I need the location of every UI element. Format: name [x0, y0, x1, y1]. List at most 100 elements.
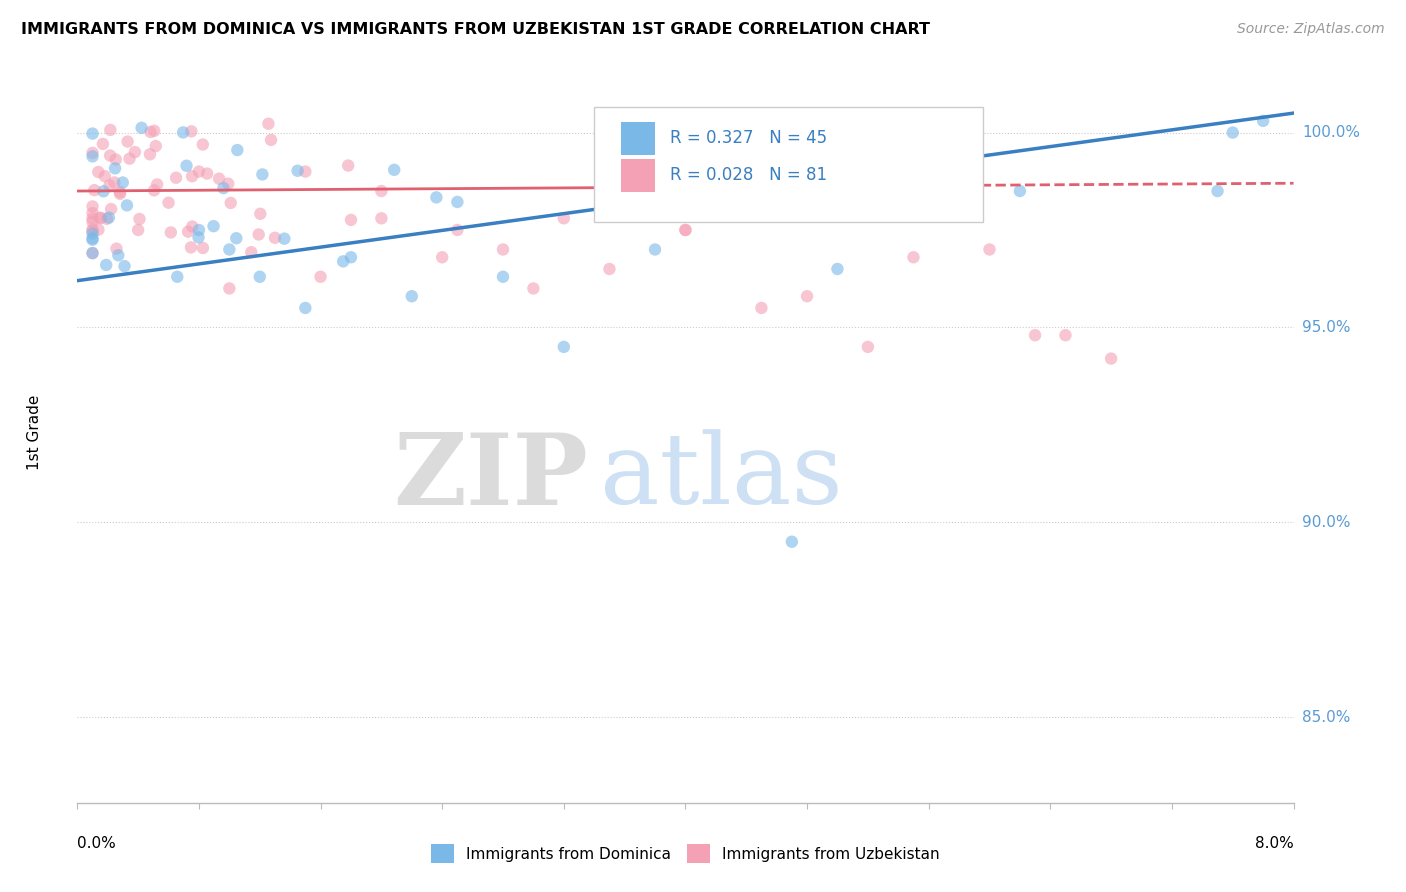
Point: [117, 135, 139, 149]
Text: atlas: atlas: [600, 429, 844, 524]
Point: [111, 176, 134, 190]
Point: [212, 181, 235, 195]
Point: [157, 195, 180, 210]
Point: [87, 165, 110, 179]
Point: [82, 233, 104, 247]
Point: [89, 211, 111, 225]
Point: [96, 211, 118, 226]
Point: [260, 133, 283, 147]
Point: [82, 224, 104, 238]
Point: [191, 241, 214, 255]
Text: ZIP: ZIP: [394, 428, 588, 525]
Point: [82, 227, 104, 241]
Point: [370, 184, 392, 198]
Point: [675, 223, 697, 237]
Point: [598, 262, 620, 277]
Point: [82, 231, 104, 245]
Point: [340, 250, 363, 264]
Point: [856, 340, 879, 354]
Point: [644, 243, 666, 257]
Point: [82, 222, 104, 236]
Point: [218, 281, 240, 295]
Point: [249, 207, 271, 221]
Point: [145, 139, 167, 153]
Legend: Immigrants from Dominica, Immigrants from Uzbekistan: Immigrants from Dominica, Immigrants fro…: [425, 838, 946, 869]
Point: [180, 240, 202, 254]
Point: [82, 211, 104, 226]
Point: [553, 340, 575, 354]
Text: IMMIGRANTS FROM DOMINICA VS IMMIGRANTS FROM UZBEKISTAN 1ST GRADE CORRELATION CHA: IMMIGRANTS FROM DOMINICA VS IMMIGRANTS F…: [21, 22, 931, 37]
Point: [273, 232, 295, 246]
Point: [118, 152, 141, 166]
Point: [82, 206, 104, 220]
Point: [115, 198, 138, 212]
Text: 85.0%: 85.0%: [1302, 709, 1350, 724]
FancyBboxPatch shape: [621, 121, 655, 155]
Point: [1206, 184, 1229, 198]
Point: [98, 148, 121, 162]
Point: [202, 219, 225, 234]
Point: [94, 169, 117, 183]
Point: [446, 194, 468, 209]
Point: [87, 222, 110, 236]
Point: [82, 127, 104, 141]
Point: [1008, 184, 1031, 198]
Point: [90, 211, 112, 226]
Point: [165, 170, 187, 185]
Point: [219, 196, 242, 211]
Point: [1251, 114, 1274, 128]
Point: [332, 254, 354, 268]
Text: 0.0%: 0.0%: [77, 836, 117, 851]
Point: [105, 242, 128, 256]
Point: [401, 289, 423, 303]
Point: [82, 246, 104, 260]
Point: [143, 183, 166, 197]
Text: 95.0%: 95.0%: [1302, 320, 1350, 334]
Point: [252, 168, 274, 182]
Point: [139, 147, 162, 161]
Point: [827, 262, 849, 277]
Point: [294, 164, 316, 178]
FancyBboxPatch shape: [621, 159, 655, 192]
Point: [127, 223, 149, 237]
Point: [1222, 126, 1244, 140]
Point: [979, 243, 1001, 257]
Point: [903, 250, 925, 264]
FancyBboxPatch shape: [595, 107, 983, 221]
Point: [82, 246, 104, 260]
Point: [340, 213, 363, 227]
Point: [172, 125, 194, 139]
Point: [103, 176, 125, 190]
Point: [191, 137, 214, 152]
Point: [218, 243, 240, 257]
Text: 8.0%: 8.0%: [1254, 836, 1294, 851]
Point: [425, 190, 447, 204]
Point: [751, 301, 773, 315]
Point: [522, 281, 544, 295]
Point: [159, 226, 181, 240]
Point: [796, 289, 818, 303]
Point: [143, 124, 166, 138]
Point: [780, 534, 803, 549]
Point: [124, 145, 146, 160]
Point: [492, 243, 515, 257]
Point: [226, 143, 249, 157]
Point: [83, 183, 105, 197]
Point: [108, 185, 131, 199]
Point: [82, 215, 104, 229]
Point: [492, 269, 515, 284]
Point: [180, 124, 202, 138]
Point: [1054, 328, 1077, 343]
Point: [176, 159, 198, 173]
Point: [96, 258, 118, 272]
Text: Source: ZipAtlas.com: Source: ZipAtlas.com: [1237, 22, 1385, 37]
Point: [107, 248, 129, 262]
Point: [309, 269, 332, 284]
Point: [166, 269, 188, 284]
Point: [93, 184, 115, 198]
Point: [675, 223, 697, 237]
Point: [98, 178, 121, 193]
Point: [181, 169, 204, 184]
Point: [104, 161, 127, 176]
Point: [370, 211, 392, 226]
